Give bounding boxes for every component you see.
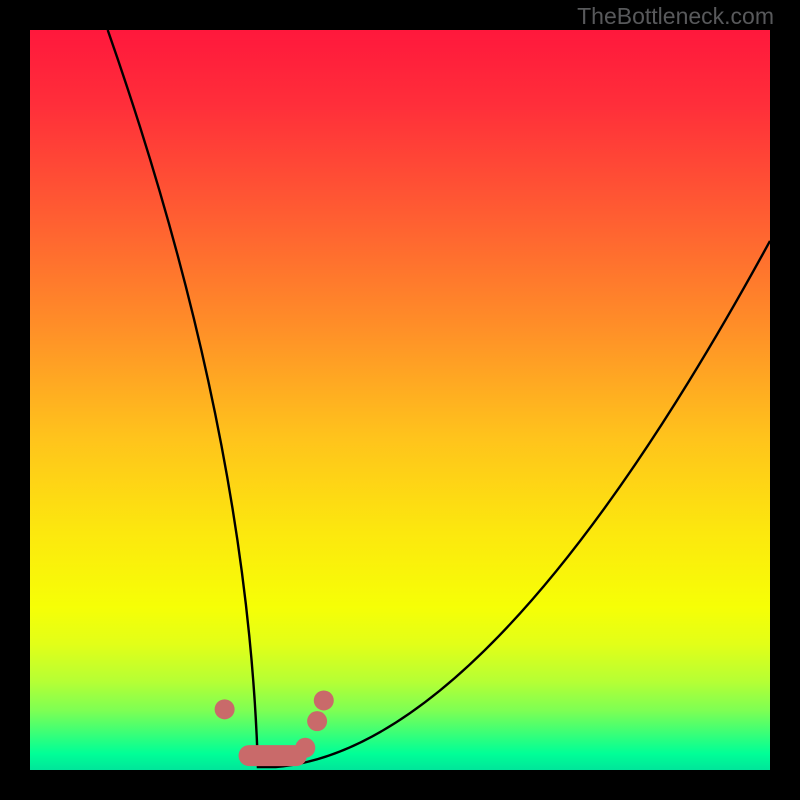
bottleneck-chart	[0, 0, 800, 800]
chart-outer: TheBottleneck.com	[0, 0, 800, 800]
watermark-text: TheBottleneck.com	[577, 3, 774, 30]
